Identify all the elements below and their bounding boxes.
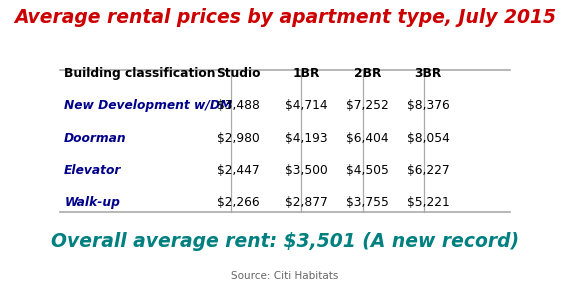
Text: $4,193: $4,193	[285, 132, 327, 145]
Text: $2,980: $2,980	[217, 132, 259, 145]
Text: $3,755: $3,755	[346, 196, 389, 209]
Text: Elevator: Elevator	[64, 164, 121, 177]
Text: $5,221: $5,221	[407, 196, 450, 209]
Text: $2,266: $2,266	[217, 196, 259, 209]
Text: $4,714: $4,714	[285, 99, 327, 112]
Text: Overall average rent: $3,501 (A new record): Overall average rent: $3,501 (A new reco…	[51, 232, 519, 251]
Text: $3,488: $3,488	[217, 99, 259, 112]
Text: Building classification: Building classification	[64, 67, 215, 80]
Text: Source: Citi Habitats: Source: Citi Habitats	[231, 271, 339, 281]
Text: $3,500: $3,500	[285, 164, 328, 177]
Text: $7,252: $7,252	[346, 99, 389, 112]
Text: Studio: Studio	[216, 67, 260, 80]
Text: Walk-up: Walk-up	[64, 196, 120, 209]
Text: $2,877: $2,877	[285, 196, 328, 209]
Text: $8,376: $8,376	[407, 99, 450, 112]
Text: $8,054: $8,054	[407, 132, 450, 145]
Text: $2,447: $2,447	[217, 164, 259, 177]
Text: $6,404: $6,404	[346, 132, 389, 145]
Text: $4,505: $4,505	[346, 164, 389, 177]
Text: 3BR: 3BR	[414, 67, 442, 80]
Text: $6,227: $6,227	[407, 164, 450, 177]
Text: Doorman: Doorman	[64, 132, 127, 145]
Text: 1BR: 1BR	[292, 67, 320, 80]
Text: Average rental prices by apartment type, July 2015: Average rental prices by apartment type,…	[14, 8, 556, 27]
Text: 2BR: 2BR	[353, 67, 381, 80]
Text: New Development w/DM: New Development w/DM	[64, 99, 233, 112]
